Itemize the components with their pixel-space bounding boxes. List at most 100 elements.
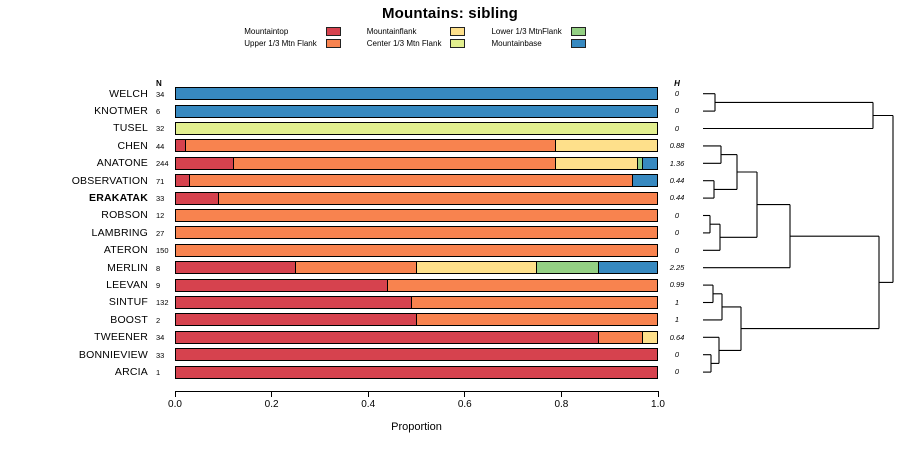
bar-segment <box>599 262 657 274</box>
legend-swatch <box>325 39 341 48</box>
h-value: 0.64 <box>669 332 685 342</box>
bar-row: WELCH 34 0 <box>0 85 900 102</box>
x-axis-tick <box>174 392 176 397</box>
x-axis-line <box>175 391 659 392</box>
stacked-bar <box>175 121 658 135</box>
bar-row: CHEN 44 0.88 <box>0 137 900 154</box>
stacked-bar <box>175 261 658 275</box>
x-axis-tick-label: 0.0 <box>168 399 182 410</box>
bar-row: TWEENER 34 0.64 <box>0 329 900 346</box>
x-axis-tick-label: 0.8 <box>554 399 569 410</box>
bar-segment <box>296 262 417 274</box>
h-value: 0.44 <box>669 193 685 203</box>
n-value: 2 <box>156 315 161 325</box>
bar-segment <box>176 314 417 326</box>
bar-segment <box>536 262 600 274</box>
h-value: 0.44 <box>669 176 685 185</box>
chart-title: Mountains: sibling <box>381 5 519 22</box>
stacked-bar <box>175 365 658 379</box>
bar-segment <box>642 331 657 343</box>
row-label: TWEENER <box>94 331 148 344</box>
bar-segment <box>176 192 220 204</box>
legend-group: Mountaintop Upper 1/3 Mtn Flank <box>244 27 341 48</box>
bar-segment <box>176 331 600 343</box>
bar-row: LAMBRING 27 0 <box>0 224 900 241</box>
legend-group: Lower 1/3 MtnFlank Mountainbase <box>491 27 586 48</box>
bar-segment <box>416 262 537 274</box>
h-value: 0 <box>674 350 680 359</box>
stacked-bar <box>175 174 658 188</box>
stacked-bar <box>175 348 658 362</box>
x-axis-tick <box>657 392 659 397</box>
stacked-bar <box>175 243 658 257</box>
h-value: 0 <box>674 89 680 98</box>
bar-row: MERLIN 8 2.25 <box>0 259 900 276</box>
h-value: 1 <box>674 297 680 307</box>
stacked-bar <box>175 330 658 344</box>
n-value: 9 <box>156 280 161 290</box>
bar-segment <box>176 175 191 187</box>
stacked-bar <box>175 87 658 101</box>
row-label: ARCIA <box>114 365 148 378</box>
legend-label: Mountaintop <box>244 27 289 36</box>
bar-row: LEEVAN 9 0.99 <box>0 276 900 293</box>
n-value: 27 <box>156 228 165 238</box>
row-label: BONNIEVIEW <box>78 348 148 361</box>
bar-segment <box>176 122 657 134</box>
bar-segment <box>555 140 657 152</box>
bar-segment <box>219 192 657 204</box>
legend-swatch <box>325 27 341 36</box>
n-value: 150 <box>156 246 169 256</box>
n-value: 34 <box>156 89 165 99</box>
h-value: 0.99 <box>669 280 685 290</box>
bar-segment <box>176 227 657 239</box>
stacked-bar <box>175 278 658 292</box>
row-label: ANATONE <box>96 157 148 170</box>
legend-label: Upper 1/3 Mtn Flank <box>244 39 317 48</box>
row-label: ROBSON <box>101 209 148 222</box>
row-label: LEEVAN <box>106 278 148 291</box>
x-axis-label: Proportion <box>391 421 442 433</box>
stacked-bar <box>175 139 658 153</box>
stacked-bar <box>175 191 658 205</box>
bar-segment <box>185 140 556 152</box>
row-label: TUSEL <box>113 122 148 135</box>
bar-segment <box>411 296 657 308</box>
stacked-bar <box>175 226 658 240</box>
bar-segment <box>176 88 657 100</box>
stacked-bar <box>175 313 658 327</box>
x-axis-tick-label: 0.2 <box>264 399 279 410</box>
bar-row: ERAKATAK 33 0.44 <box>0 189 900 206</box>
n-value: 6 <box>156 106 161 116</box>
h-value: 0 <box>674 245 680 255</box>
h-value: 0 <box>674 367 680 377</box>
stacked-bar <box>175 104 658 118</box>
n-value: 34 <box>156 333 165 343</box>
x-axis-tick-label: 1.0 <box>651 399 665 410</box>
bar-segment <box>176 140 186 152</box>
x-axis-tick-label: 0.6 <box>457 399 472 410</box>
bar-row: SINTUF 132 1 <box>0 294 900 311</box>
h-value: 1.36 <box>669 158 685 168</box>
n-value: 8 <box>156 263 161 273</box>
bar-segment <box>555 157 638 169</box>
h-value: 0.88 <box>669 141 685 151</box>
bar-segment <box>176 279 388 291</box>
x-axis-tick <box>464 392 466 397</box>
bar-row: ARCIA 1 0 <box>0 363 900 380</box>
legend-label: Mountainbase <box>491 39 542 48</box>
x-axis-tick-label: 0.4 <box>361 399 376 410</box>
bar-segment <box>190 175 633 187</box>
row-label: KNOTMER <box>94 104 148 117</box>
bar-segment <box>599 331 643 343</box>
bar-row: ATERON 150 0 <box>0 242 900 259</box>
bar-segment <box>637 157 643 169</box>
bar-row: BOOST 2 1 <box>0 311 900 328</box>
bar-segment <box>642 157 657 169</box>
n-value: 33 <box>156 350 165 360</box>
bar-row: KNOTMER 6 0 <box>0 102 900 119</box>
row-label: ERAKATAK <box>89 191 148 204</box>
row-label: MERLIN <box>107 261 148 274</box>
legend-swatch <box>570 27 586 36</box>
